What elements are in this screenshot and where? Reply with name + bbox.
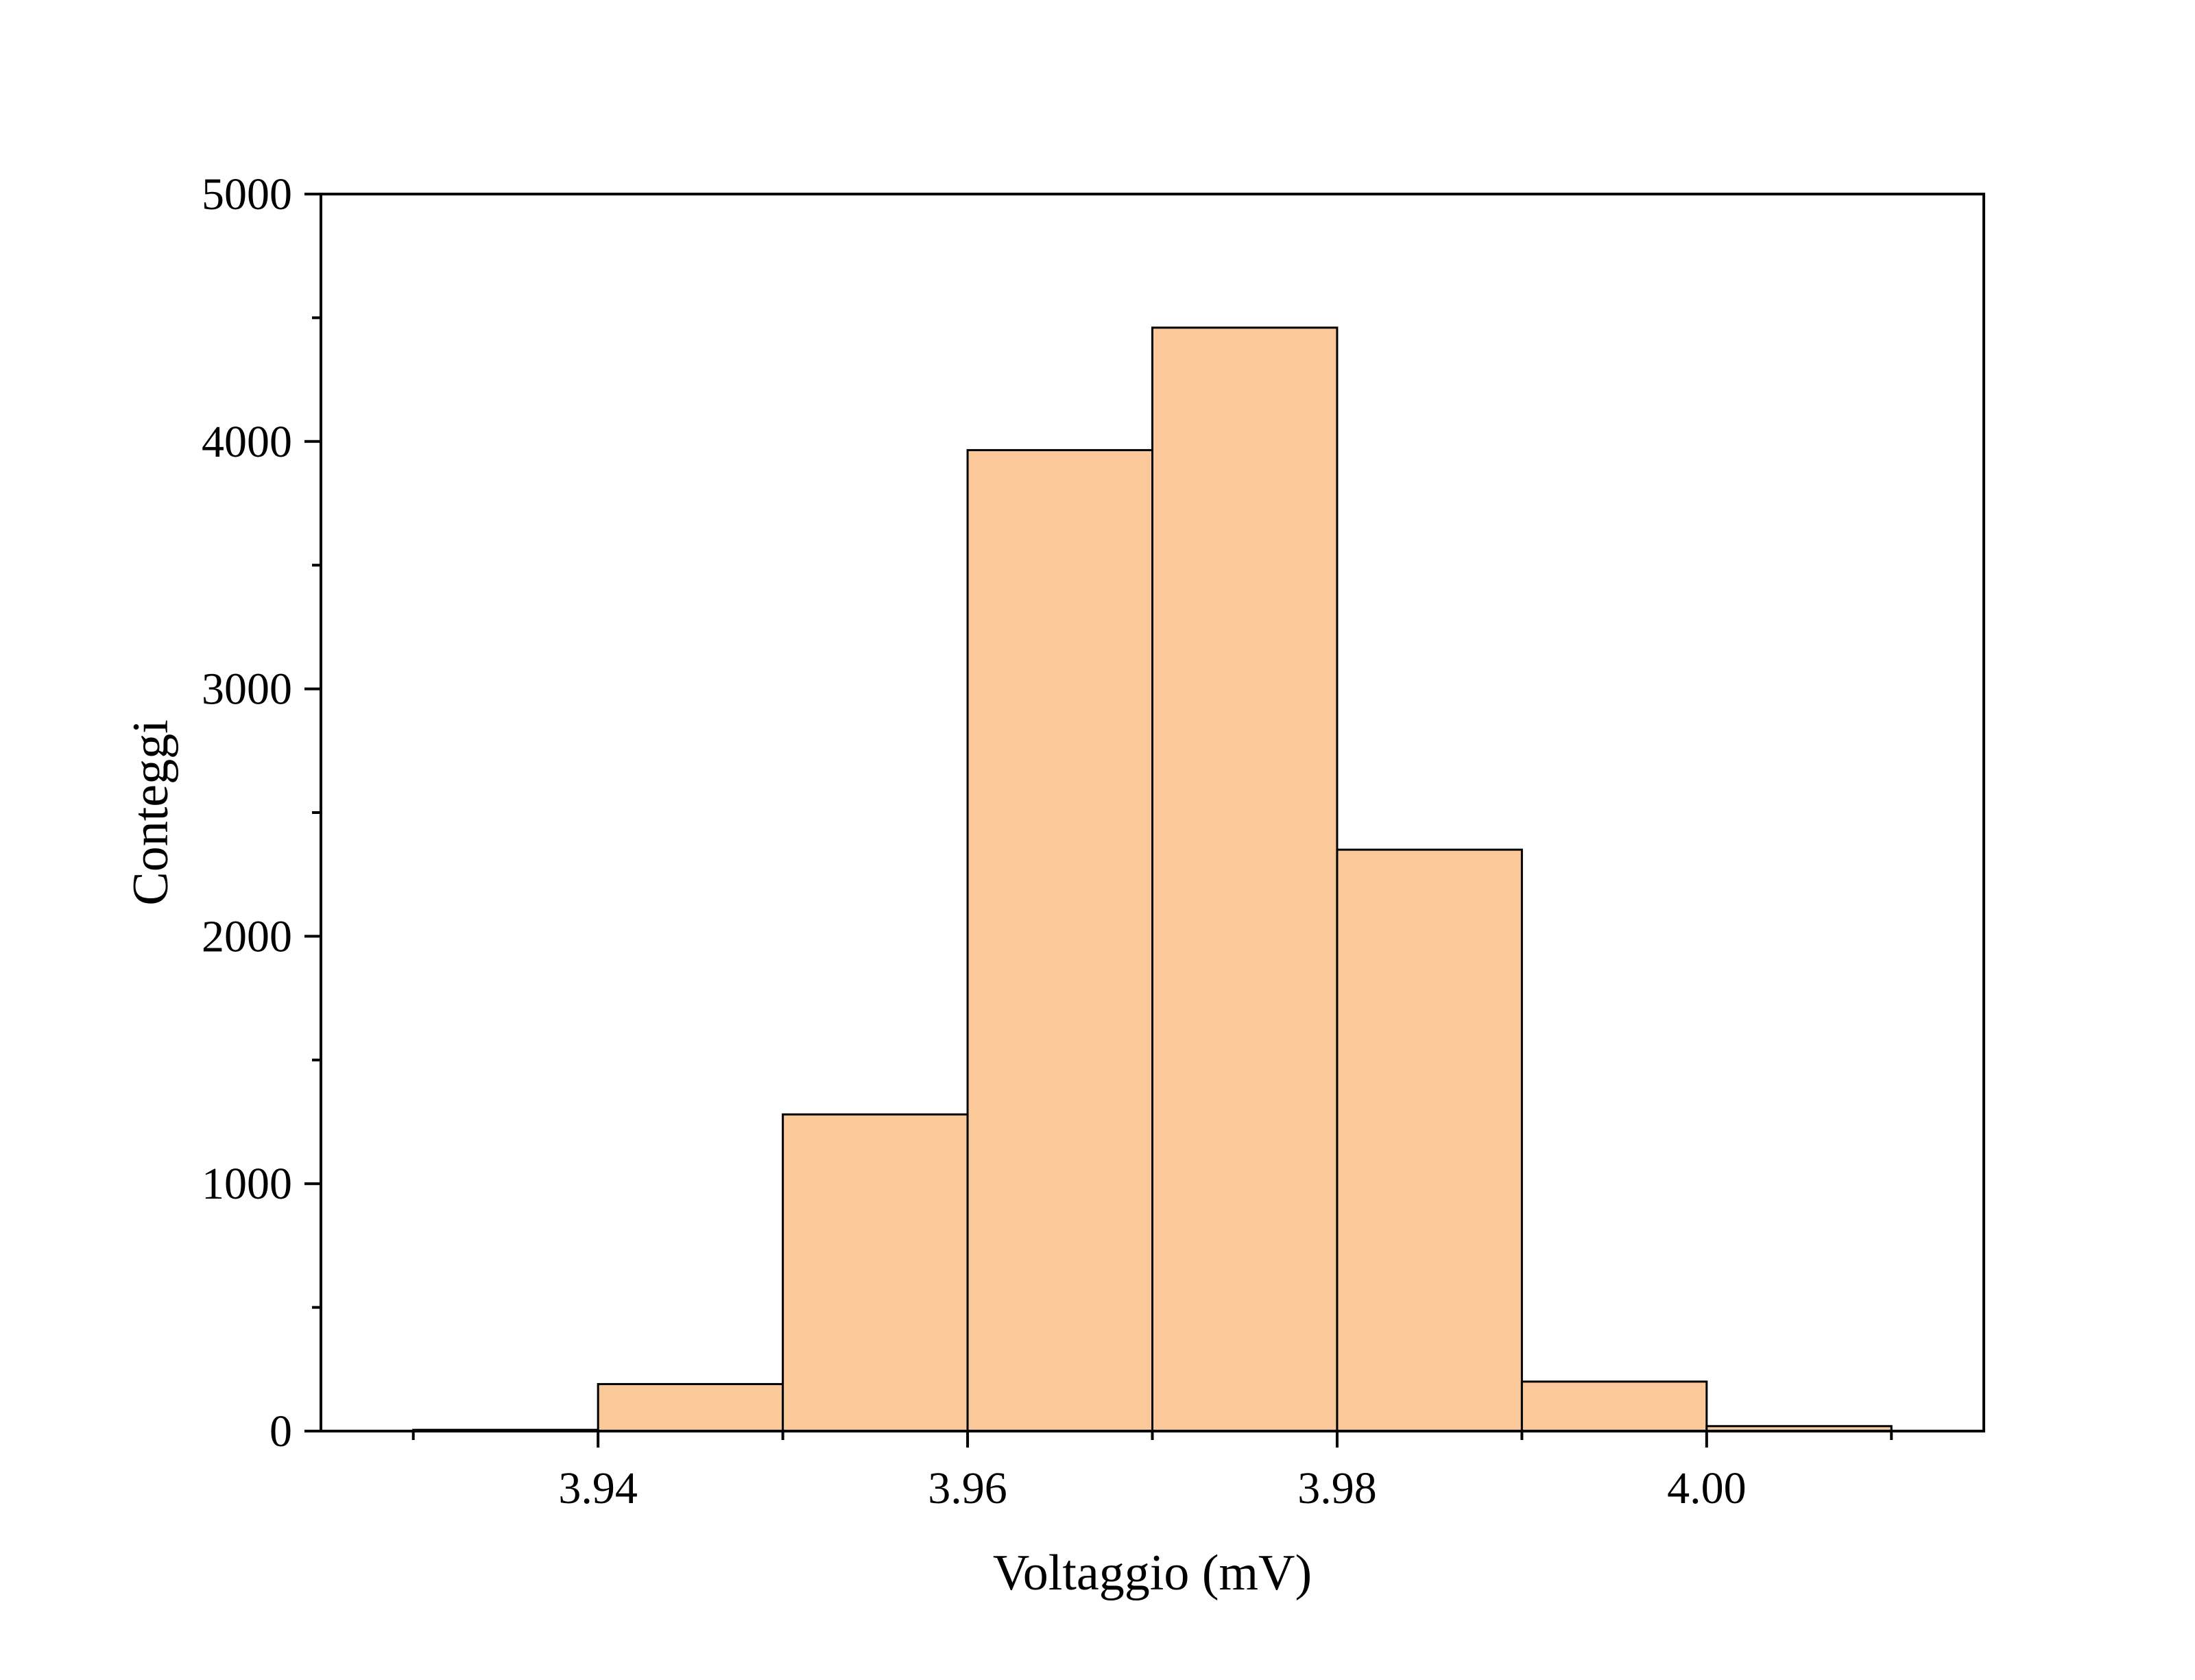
y-axis-title: Conteggi [123, 719, 179, 905]
y-tick-label: 5000 [202, 169, 292, 219]
x-tick-label: 4.00 [1667, 1463, 1747, 1513]
histogram-bar-4 [966, 448, 1153, 1432]
x-axis-ticks: 3.94 3.96 3.98 4.00 [411, 1431, 1893, 1513]
y-tick-label: 2000 [202, 911, 292, 961]
histogram-bar-5 [1151, 326, 1339, 1432]
x-tick-label: 3.96 [928, 1463, 1007, 1513]
x-tick-label: 3.94 [558, 1463, 638, 1513]
histogram-bar-2 [597, 1382, 784, 1432]
y-axis-ticks: 0 1000 2000 3000 4000 5000 [202, 169, 321, 1456]
bars-group [412, 326, 1893, 1432]
y-tick-label: 0 [269, 1406, 292, 1456]
y-tick-label: 4000 [202, 417, 292, 467]
plot-frame [320, 193, 1985, 1432]
y-tick-label: 1000 [202, 1159, 292, 1209]
x-axis-title: Voltaggio (mV) [993, 1545, 1312, 1601]
y-tick-label: 3000 [202, 664, 292, 715]
histogram-bar-7 [1520, 1380, 1708, 1432]
histogram-bar-6 [1336, 848, 1523, 1432]
x-tick-label: 3.98 [1297, 1463, 1377, 1513]
histogram-bar-3 [782, 1113, 969, 1432]
